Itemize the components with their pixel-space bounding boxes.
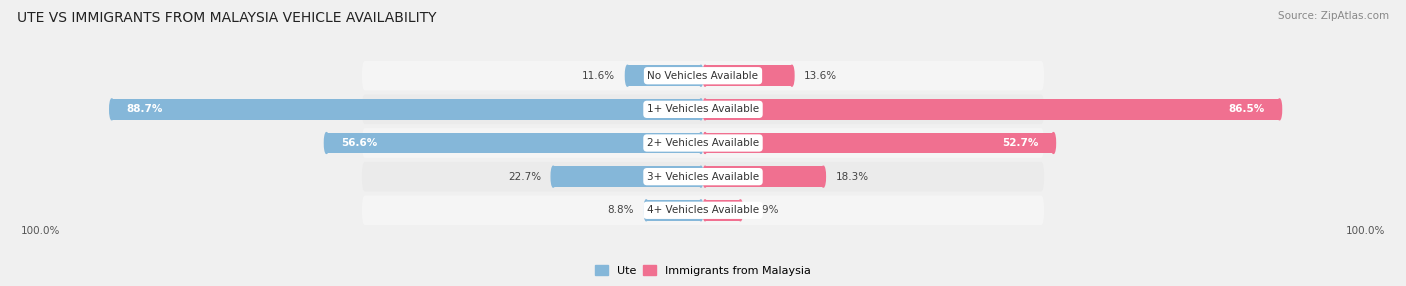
Circle shape <box>644 200 648 221</box>
Text: 8.8%: 8.8% <box>607 205 634 215</box>
Text: 100.0%: 100.0% <box>1346 226 1385 236</box>
Circle shape <box>699 133 703 153</box>
Circle shape <box>1052 133 1056 153</box>
Circle shape <box>703 166 707 187</box>
Bar <box>627 65 702 86</box>
Text: 88.7%: 88.7% <box>127 104 163 114</box>
Bar <box>326 133 702 153</box>
Circle shape <box>703 99 707 120</box>
FancyBboxPatch shape <box>361 196 1045 225</box>
Text: 13.6%: 13.6% <box>804 71 837 81</box>
Text: 18.3%: 18.3% <box>835 172 869 182</box>
Circle shape <box>110 99 114 120</box>
Text: No Vehicles Available: No Vehicles Available <box>648 71 758 81</box>
Circle shape <box>699 166 703 187</box>
Text: 22.7%: 22.7% <box>508 172 541 182</box>
Circle shape <box>699 99 703 120</box>
Circle shape <box>699 65 703 86</box>
Bar <box>704 166 824 187</box>
Text: 86.5%: 86.5% <box>1229 104 1265 114</box>
Circle shape <box>626 65 630 86</box>
Circle shape <box>738 200 742 221</box>
FancyBboxPatch shape <box>361 128 1045 158</box>
Circle shape <box>821 166 825 187</box>
Legend: Ute, Immigrants from Malaysia: Ute, Immigrants from Malaysia <box>591 261 815 280</box>
FancyBboxPatch shape <box>361 95 1045 124</box>
Circle shape <box>551 166 555 187</box>
FancyBboxPatch shape <box>361 61 1045 90</box>
Text: 100.0%: 100.0% <box>21 226 60 236</box>
Circle shape <box>325 133 329 153</box>
Bar <box>647 200 702 221</box>
Circle shape <box>790 65 794 86</box>
Circle shape <box>703 200 707 221</box>
Circle shape <box>1278 99 1282 120</box>
Text: 1+ Vehicles Available: 1+ Vehicles Available <box>647 104 759 114</box>
Text: 52.7%: 52.7% <box>1002 138 1039 148</box>
Bar <box>112 99 702 120</box>
Text: Source: ZipAtlas.com: Source: ZipAtlas.com <box>1278 11 1389 21</box>
FancyBboxPatch shape <box>361 162 1045 191</box>
Text: 2+ Vehicles Available: 2+ Vehicles Available <box>647 138 759 148</box>
Bar <box>553 166 702 187</box>
Text: 56.6%: 56.6% <box>342 138 377 148</box>
Circle shape <box>699 200 703 221</box>
Circle shape <box>703 65 707 86</box>
Bar <box>704 65 792 86</box>
Circle shape <box>703 133 707 153</box>
Text: 11.6%: 11.6% <box>582 71 616 81</box>
Bar <box>704 200 741 221</box>
Text: 5.9%: 5.9% <box>752 205 779 215</box>
Text: 3+ Vehicles Available: 3+ Vehicles Available <box>647 172 759 182</box>
Bar <box>704 133 1053 153</box>
Text: 4+ Vehicles Available: 4+ Vehicles Available <box>647 205 759 215</box>
Text: UTE VS IMMIGRANTS FROM MALAYSIA VEHICLE AVAILABILITY: UTE VS IMMIGRANTS FROM MALAYSIA VEHICLE … <box>17 11 436 25</box>
Bar <box>704 99 1279 120</box>
